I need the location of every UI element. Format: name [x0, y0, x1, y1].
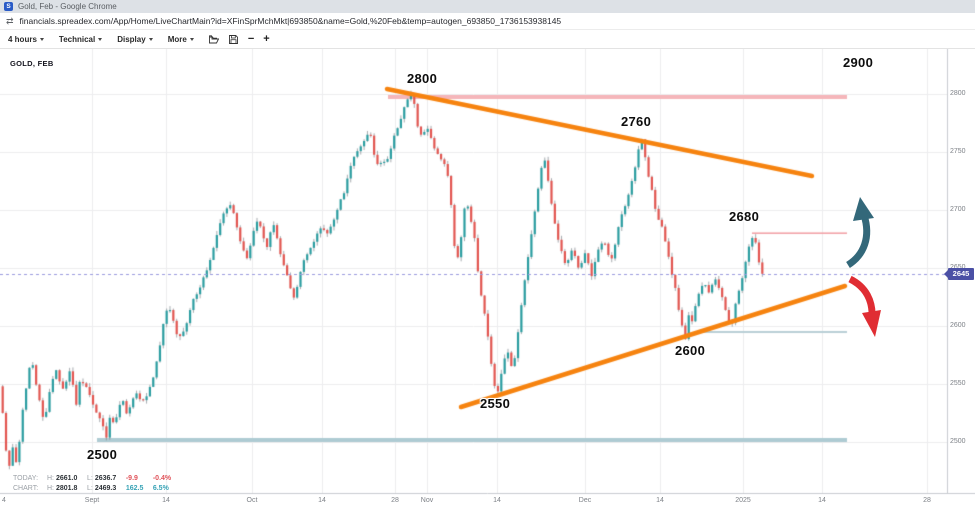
- x-axis-tick-Dec: Dec: [578, 497, 592, 504]
- open-chart-button[interactable]: [208, 34, 219, 44]
- display-dropdown[interactable]: Display: [117, 34, 153, 44]
- legend-chart-change: 162.5: [125, 485, 144, 492]
- legend-high-label: H:: [47, 475, 54, 482]
- x-axis-tick-14: 14: [656, 497, 664, 504]
- y-axis-tick-2700: 2700: [950, 206, 966, 213]
- y-axis-tick-2600: 2600: [950, 322, 966, 329]
- price-annotation-2550: 2550: [480, 396, 511, 411]
- legend-chart-label: CHART:: [13, 485, 39, 492]
- x-axis-tick-28: 28: [391, 497, 399, 504]
- x-axis-tick-14: 14: [818, 497, 826, 504]
- x-axis-tick-4: 4: [2, 497, 6, 504]
- legend-high-label: H:: [47, 485, 54, 492]
- url-text[interactable]: financials.spreadex.com/App/Home/LiveCha…: [19, 16, 562, 26]
- candlestick-chart-canvas[interactable]: [0, 49, 975, 510]
- legend-today-label: TODAY:: [13, 475, 39, 482]
- save-icon: [228, 34, 238, 44]
- legend-today-change-pct: -0.4%: [152, 475, 172, 482]
- technical-dropdown[interactable]: Technical: [58, 34, 103, 44]
- legend-today-high: 2661.0: [56, 475, 78, 482]
- price-annotation-2600: 2600: [675, 343, 706, 358]
- legend-chart-high: 2801.8: [56, 485, 78, 492]
- x-axis-tick-Nov: Nov: [420, 497, 434, 504]
- x-axis-tick-Oct: Oct: [246, 497, 258, 504]
- x-axis-tick-14: 14: [162, 497, 170, 504]
- x-axis-tick-2025: 2025: [735, 497, 751, 504]
- more-dropdown-label: More: [167, 34, 187, 44]
- price-annotation-2680: 2680: [729, 209, 760, 224]
- technical-dropdown-label: Technical: [58, 34, 96, 44]
- tab-switcher-icon: ⇄: [6, 15, 14, 26]
- spreadex-favicon: S: [4, 2, 13, 11]
- legend-today-change: -9.9: [125, 475, 138, 482]
- window-titlebar: S Gold, Feb - Google Chrome: [0, 0, 975, 13]
- legend-low-label: L:: [87, 475, 93, 482]
- y-axis-tick-2800: 2800: [950, 90, 966, 97]
- display-dropdown-label: Display: [117, 34, 146, 44]
- current-price-badge: 2645: [944, 267, 974, 280]
- legend-today-row: TODAY: H: 2661.0 L: 2636.7 -9.9 -0.4%: [13, 475, 180, 482]
- price-annotation-2760: 2760: [621, 114, 652, 129]
- zoom-in-button[interactable]: +: [263, 32, 270, 45]
- legend-low-label: L:: [87, 485, 93, 492]
- more-dropdown[interactable]: More: [168, 35, 194, 44]
- zoom-out-button[interactable]: −: [247, 32, 255, 45]
- price-annotation-2900: 2900: [843, 55, 874, 70]
- legend-chart-change-pct: 6.5%: [152, 485, 169, 492]
- x-axis-tick-14: 14: [493, 497, 501, 504]
- chevron-down-icon: [39, 37, 44, 41]
- chart-toolbar: 4 hours Technical Display More: [0, 30, 975, 49]
- address-bar[interactable]: ⇄ financials.spreadex.com/App/Home/LiveC…: [0, 13, 975, 30]
- y-axis-tick-2750: 2750: [950, 148, 966, 155]
- instrument-label: GOLD, FEB: [10, 59, 54, 68]
- chevron-down-icon: [148, 37, 153, 41]
- x-axis-tick-Sept: Sept: [84, 497, 100, 504]
- y-axis-tick-2650: 2650: [950, 264, 966, 271]
- chart-area: GOLD, FEB 2800 2750 2700 2650 2600 2550 2500 4…: [0, 49, 975, 510]
- chevron-down-icon: [98, 37, 103, 41]
- price-annotation-2800: 2800: [407, 71, 438, 86]
- x-axis-tick-28: 28: [923, 497, 931, 504]
- window-title: Gold, Feb - Google Chrome: [18, 2, 117, 11]
- legend-today-low: 2636.7: [94, 475, 117, 482]
- legend-chart-row: CHART: H: 2801.8 L: 2469.3 162.5 6.5%: [13, 485, 180, 492]
- timeframe-dropdown[interactable]: 4 hours: [8, 35, 44, 44]
- folder-open-icon: [208, 34, 219, 43]
- save-chart-button[interactable]: [228, 34, 238, 44]
- timeframe-dropdown-label: 4 hours: [8, 34, 37, 44]
- y-axis-tick-2550: 2550: [950, 380, 966, 387]
- chevron-down-icon: [189, 37, 194, 41]
- price-annotation-2500: 2500: [87, 447, 118, 462]
- legend-chart-low: 2469.3: [94, 485, 117, 492]
- x-axis-tick-14: 14: [318, 497, 326, 504]
- y-axis-tick-2500: 2500: [950, 438, 966, 445]
